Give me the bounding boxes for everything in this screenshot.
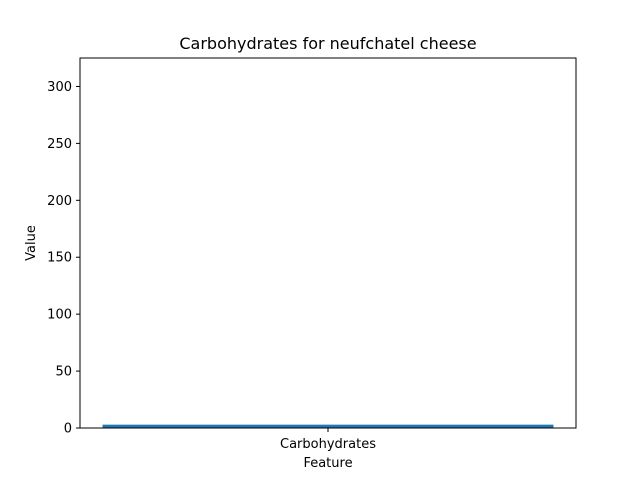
y-axis-ticks: 0 50 100 150 200 250 300 [47,80,80,437]
bars-group [102,424,554,428]
bar-carbohydrates [102,424,554,428]
chart-title: Carbohydrates for neufchatel cheese [179,34,476,53]
y-tick-label: 300 [47,80,72,95]
x-axis-ticks: Carbohydrates [280,428,376,452]
y-tick-label: 200 [47,194,72,209]
y-tick-label: 50 [55,365,72,380]
x-axis-label: Feature [303,456,352,471]
y-tick-label: 0 [64,422,72,437]
y-tick-label: 150 [47,251,72,266]
x-tick-label: Carbohydrates [280,437,376,452]
y-tick-label: 100 [47,308,72,323]
y-axis-label: Value [24,225,39,261]
y-tick-label: 250 [47,137,72,152]
